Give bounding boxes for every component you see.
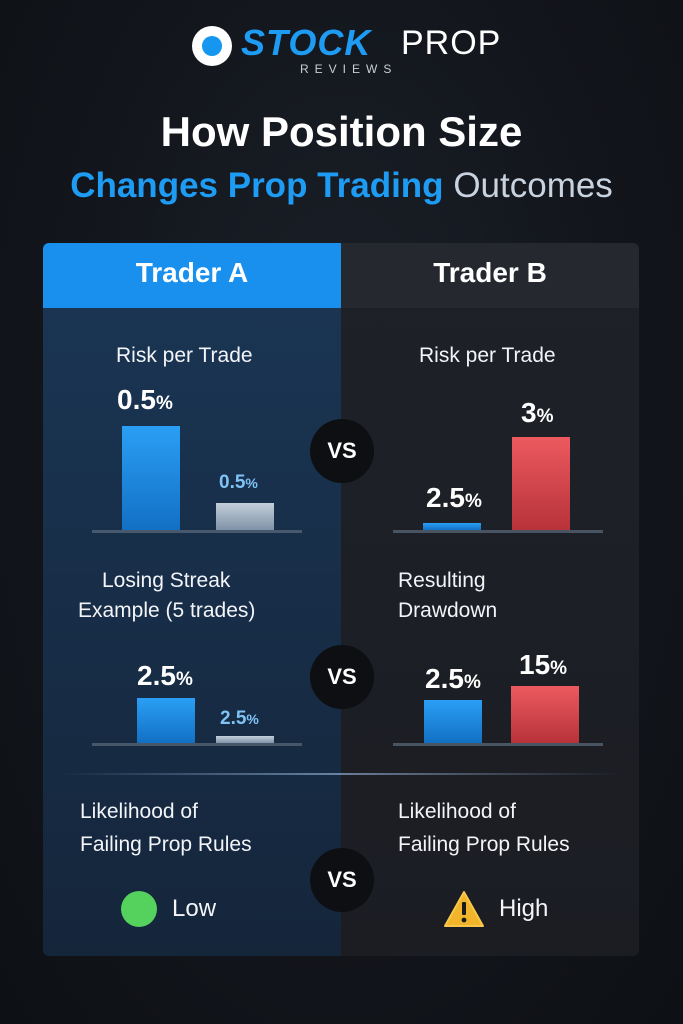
chart-risk-a: 0.5% 0.5% [92,384,302,533]
logo-word-stock: STOCK [241,22,372,63]
trader-a-label: Trader A [135,257,249,288]
chart-risk-b: 2.5% 3% [393,397,603,533]
bar-value-label-2: 15% [519,649,567,680]
likelihood-label-a-1: Likelihood of [80,800,198,823]
trader-a-header: Trader A [43,243,341,308]
trader-b-label: Trader B [433,257,547,288]
vs-badge-3: VS [310,848,374,912]
bar-value-label-1: 0.5% [117,384,173,415]
bar-value-label-1: 2.5% [425,663,481,694]
bar-value-label-2: 2.5% [220,708,259,729]
chart-baseline [92,743,302,746]
likelihood-label-b-1: Likelihood of [398,800,516,823]
chart-streak-a: 2.5% 2.5% [92,660,302,746]
bar-value-label-1: 2.5% [137,660,193,691]
chart-baseline [393,530,603,533]
status-high: High [499,895,549,922]
chart-baseline [393,743,603,746]
trader-a-column [43,243,341,956]
trader-b-column [341,243,639,956]
bar-1 [137,698,195,743]
bar-1 [122,426,180,530]
low-status-dot-icon [121,891,157,927]
drawdown-label-b-2: Drawdown [398,599,498,622]
page-title-line1: How Position Size [160,108,523,155]
warning-icon [444,891,484,927]
risk-label-b: Risk per Trade [419,344,556,367]
chart-baseline [92,530,302,533]
chart-drawdown-b: 2.5% 15% [393,649,603,746]
page-title-line2: Changes Prop Trading Outcomes [0,166,683,206]
bar-value-label-2: 0.5% [219,472,258,493]
likelihood-label-b-2: Failing Prop Rules [398,833,570,856]
likelihood-label-a-2: Failing Prop Rules [80,833,252,856]
drawdown-label-b-1: Resulting [398,569,486,592]
risk-label-a: Risk per Trade [116,344,253,367]
streak-label-a-1: Losing Streak [102,569,231,592]
bar-2 [512,437,570,530]
streak-label-a-2: Example (5 trades) [78,599,256,622]
bar-2 [216,503,274,530]
vs-badge-2: VS [310,645,374,709]
logo-circle-icon [192,26,232,66]
logo-subtitle: REVIEWS [300,62,398,76]
bar-2 [216,736,274,743]
bar-2 [511,686,579,743]
bar-value-label-1: 2.5% [426,482,482,513]
bar-1 [423,523,481,530]
section-divider [60,773,620,775]
logo-word-prop: PROP [401,24,502,62]
vs-badge-1: VS [310,419,374,483]
bar-value-label-2: 3% [521,397,554,428]
page-title-accent: Changes Prop Trading [70,166,444,205]
comparison-panel: Trader A Trader B [43,243,639,956]
bar-1 [424,700,482,743]
trader-b-header: Trader B [341,243,639,308]
logo: STOCK PROP REVIEWS [0,20,683,80]
page-title-rest: Outcomes [453,166,613,205]
status-low: Low [172,895,217,922]
